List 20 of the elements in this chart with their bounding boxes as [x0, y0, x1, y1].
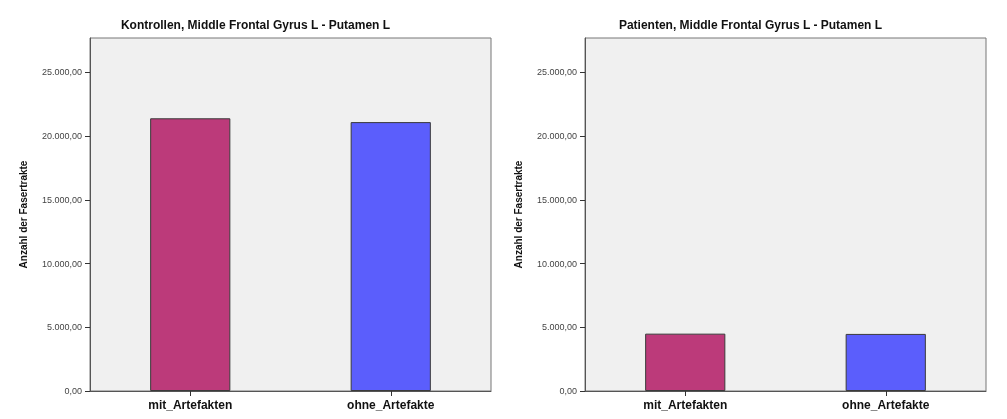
x-tick-label: ohne_Artefakte: [842, 398, 930, 412]
y-tick-label: 5.000,00: [46, 322, 82, 333]
y-tick-label: 0,00: [559, 386, 577, 396]
y-tick-label: 0,00: [64, 386, 82, 396]
y-tick-label: 25.000,00: [536, 67, 577, 78]
y-tick-label: 20.000,00: [536, 131, 577, 142]
chart-title: Patienten, Middle Frontal Gyrus L - Putamen L: [618, 18, 883, 32]
x-tick-label: mit_Artefakten: [148, 398, 233, 412]
y-tick-label: 25.000,00: [41, 67, 82, 78]
y-axis-title: Anzahl der Fasertrakte: [17, 160, 29, 269]
y-tick-label: 5.000,00: [541, 322, 577, 333]
y-tick-label: 15.000,00: [41, 194, 82, 205]
y-tick-label: 20.000,00: [41, 131, 82, 142]
y-axis-title: Anzahl der Fasertrakte: [512, 160, 524, 269]
y-tick-label: 10.000,00: [41, 258, 82, 269]
y-tick-label: 15.000,00: [536, 194, 577, 205]
x-tick-label: mit_Artefakten: [643, 398, 728, 412]
x-tick-label: ohne_Artefakte: [347, 398, 435, 412]
chart-title: Kontrollen, Middle Frontal Gyrus L - Putamen L: [120, 18, 391, 32]
y-tick-label: 10.000,00: [536, 258, 577, 269]
